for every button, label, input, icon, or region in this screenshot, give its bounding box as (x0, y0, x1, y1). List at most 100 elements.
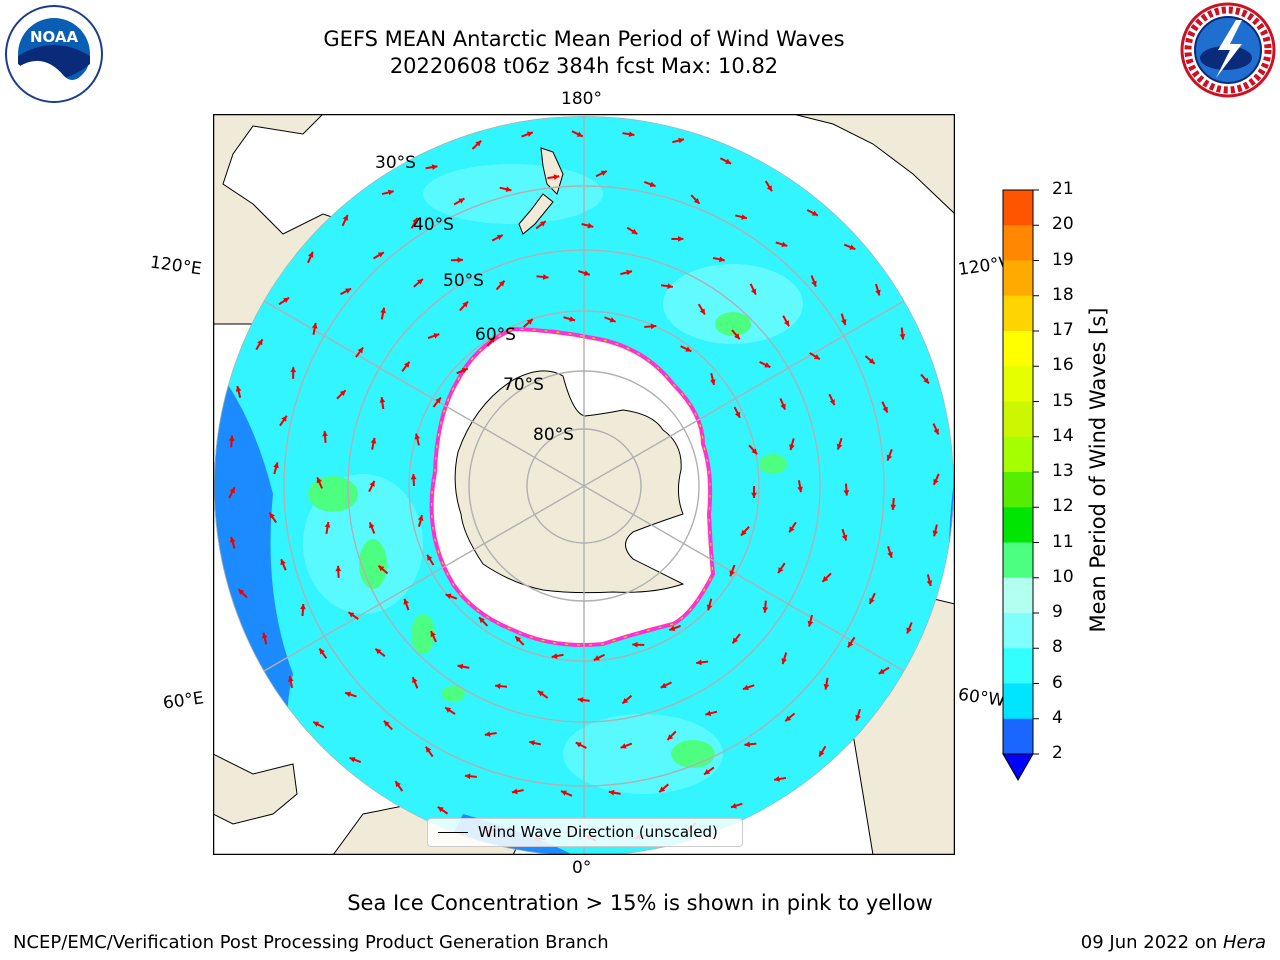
lon-label-0: 0° (572, 858, 592, 878)
wave-arrow-head (829, 399, 835, 406)
wave-arrow-head (780, 403, 786, 410)
lon-label-60w: 60°W (956, 684, 1007, 712)
footer-right: 09 Jun 2022 on Hera (1081, 932, 1266, 953)
wave-arrow-head (836, 443, 843, 450)
wave-arrow-head (868, 358, 875, 364)
wave-arrow-head (316, 477, 322, 484)
wave-arrow-head (228, 435, 235, 441)
colorbar-tick-label: 18 (1052, 284, 1074, 305)
wave-arrow-head (764, 362, 771, 368)
wave-arrow-head (734, 411, 741, 418)
wave-arrow-head (811, 280, 817, 287)
wave-arrow-head (378, 565, 385, 572)
wave-arrow-head (348, 612, 355, 618)
colorbar-segment (1003, 366, 1033, 402)
footer-left: NCEP/EMC/Verification Post Processing Pr… (13, 932, 609, 953)
wave-arrow-head (560, 790, 567, 796)
wave-arrow-head (345, 288, 352, 294)
wave-arrow-head (926, 580, 933, 587)
wave-arrow-head (569, 316, 576, 322)
wave-arrow-head (280, 559, 286, 566)
wave-arrow-head (349, 757, 356, 763)
colorbar-segment (1003, 472, 1033, 508)
wave-arrow-head (484, 731, 491, 737)
lat-label-80: 80°S (533, 425, 574, 445)
wave-arrow-head (678, 236, 684, 242)
wave-arrow-head (667, 283, 673, 290)
wave-arrow-head (696, 659, 702, 666)
wave-arrow-head (667, 734, 674, 740)
colorbar-tick-label: 19 (1052, 249, 1074, 270)
wave-arrow-head (890, 504, 897, 510)
longitude-gridlines (263, 116, 905, 855)
wave-arrow-head (273, 462, 279, 469)
wave-arrow-head (882, 406, 888, 413)
wave-arrow-head (475, 140, 482, 147)
wave-arrow-head (335, 565, 342, 572)
sea-ice-note: Sea Ice Concentration > 15% is shown in … (347, 891, 933, 915)
wave-arrow-head (626, 269, 633, 276)
colorbar-segment (1003, 401, 1033, 438)
wave-arrow-head (849, 244, 856, 250)
wave-arrow-head (685, 346, 692, 352)
lat-label-40: 40°S (413, 215, 454, 235)
wave-arrow-head (669, 625, 676, 631)
wave-arrow-head (511, 788, 518, 795)
wave-arrow-head (542, 274, 549, 280)
map-legend: Wind Wave Direction (unscaled) (427, 818, 743, 847)
colorbar-tick-label: 14 (1052, 425, 1074, 446)
wave-arrow-head (608, 789, 615, 796)
wave-arrow-head (797, 486, 803, 493)
wave-arrow-head (609, 317, 616, 323)
wave-arrow-head (734, 333, 740, 340)
wave-arrow-head (342, 214, 348, 221)
wave-arrow-head (766, 185, 772, 192)
footer-date: 09 Jun 2022 on (1080, 932, 1223, 953)
colorbar-tick-label: 8 (1052, 637, 1063, 658)
wave-arrow-head (933, 428, 939, 435)
wave-arrow-head (587, 222, 594, 229)
wave-arrow-head (811, 210, 818, 216)
wave-arrow-head (725, 158, 732, 164)
wave-arrow-head (403, 361, 410, 368)
wave-arrow-head (283, 297, 290, 304)
wave-arrow-head (774, 776, 780, 782)
wave-arrow-head (933, 478, 939, 485)
colorbar-tick-label: 4 (1052, 707, 1063, 728)
wave-arrow-head (387, 189, 394, 196)
wave-arrow-head (750, 288, 757, 295)
wave-arrow-head (505, 186, 512, 192)
wave-arrow-head (762, 607, 769, 613)
colorbar-segment (1003, 260, 1033, 297)
wave-arrow-head (375, 648, 382, 655)
colorbar-tick-label: 11 (1052, 531, 1074, 552)
wave-arrow-head (425, 746, 432, 753)
wave-arrow-head (308, 251, 314, 258)
lat-label-50: 50°S (443, 271, 484, 291)
wave-arrow-head (778, 567, 784, 574)
colorbar-tick-label: 6 (1052, 672, 1063, 693)
latitude-labels: 30°S 40°S 50°S 60°S 70°S 80°S (375, 153, 574, 445)
wave-arrow-head (457, 663, 464, 670)
wave-arrow-head (855, 714, 861, 721)
wave-arrow-head (339, 390, 346, 397)
wave-arrow-head (875, 289, 881, 296)
wave-arrow-head (458, 198, 465, 204)
wave-arrow-head (281, 415, 287, 422)
wave-arrow-head (730, 802, 737, 809)
wave-arrow-head (551, 653, 558, 659)
colorbar-segment (1003, 436, 1033, 473)
wave-arrow-head (370, 437, 377, 444)
wave-arrow-head (319, 648, 325, 655)
legend-label: Wind Wave Direction (unscaled) (478, 823, 718, 841)
lat-label-30: 30°S (375, 153, 416, 173)
nws-logo (1180, 2, 1276, 98)
colorbar-segment (1003, 542, 1033, 579)
wave-arrow-head (744, 741, 750, 748)
wave-arrow-head (840, 319, 847, 326)
colorbar-segment (1003, 577, 1033, 614)
wave-arrow-head (632, 641, 638, 648)
wave-arrow-head (414, 433, 421, 440)
wave-arrow-head (781, 241, 788, 248)
wave-arrow-head (433, 333, 440, 339)
